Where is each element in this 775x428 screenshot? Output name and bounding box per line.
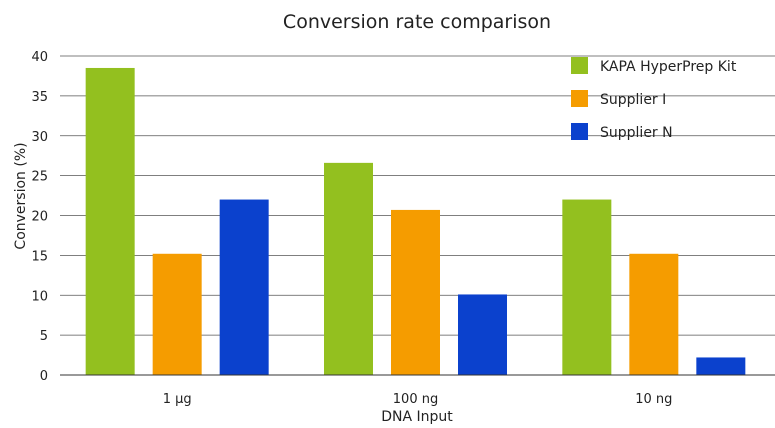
legend-item: Supplier I [571, 90, 666, 108]
x-axis-label: DNA Input [381, 409, 453, 425]
legend-label: Supplier I [600, 92, 666, 108]
bar-3-1 [219, 199, 269, 375]
x-tick-labels: 1 µg 100 ng 10 ng [163, 392, 673, 407]
y-tick-label: 30 [31, 130, 48, 145]
legend-label: Supplier N [600, 125, 673, 141]
chart-title: Conversion rate comparison [283, 11, 551, 33]
bar-1-2 [324, 162, 373, 375]
y-tick-label: 10 [31, 289, 48, 304]
y-tick-label: 0 [40, 369, 48, 384]
y-tick-label: 5 [40, 329, 48, 344]
x-tick-label: 100 ng [393, 392, 438, 407]
legend-swatch [571, 123, 588, 140]
x-tick-label: 1 µg [163, 392, 192, 407]
y-axis-label: Conversion (%) [13, 142, 29, 249]
y-tick-label: 40 [31, 50, 48, 65]
y-tick-label: 20 [31, 210, 48, 225]
legend-swatch [571, 57, 588, 74]
x-tick-label: 10 ng [635, 392, 672, 407]
bar-2-3 [629, 253, 679, 375]
legend: KAPA HyperPrep Kit Supplier I Supplier N [571, 57, 737, 141]
bar-1-3 [562, 199, 612, 375]
legend-item: KAPA HyperPrep Kit [571, 57, 737, 75]
y-tick-labels: 0 5 10 15 20 25 30 35 40 [31, 50, 48, 384]
bar-1-1 [85, 67, 135, 376]
y-tick-label: 35 [31, 90, 48, 105]
bars [85, 67, 746, 376]
legend-swatch [571, 90, 588, 107]
y-tick-label: 15 [31, 249, 48, 264]
legend-label: KAPA HyperPrep Kit [600, 59, 737, 75]
bar-2-1 [152, 253, 202, 375]
y-tick-label: 25 [31, 170, 48, 185]
bar-3-3 [696, 357, 746, 375]
legend-item: Supplier N [571, 123, 673, 141]
bar-2-2 [391, 209, 440, 375]
bar-3-2 [458, 294, 507, 375]
